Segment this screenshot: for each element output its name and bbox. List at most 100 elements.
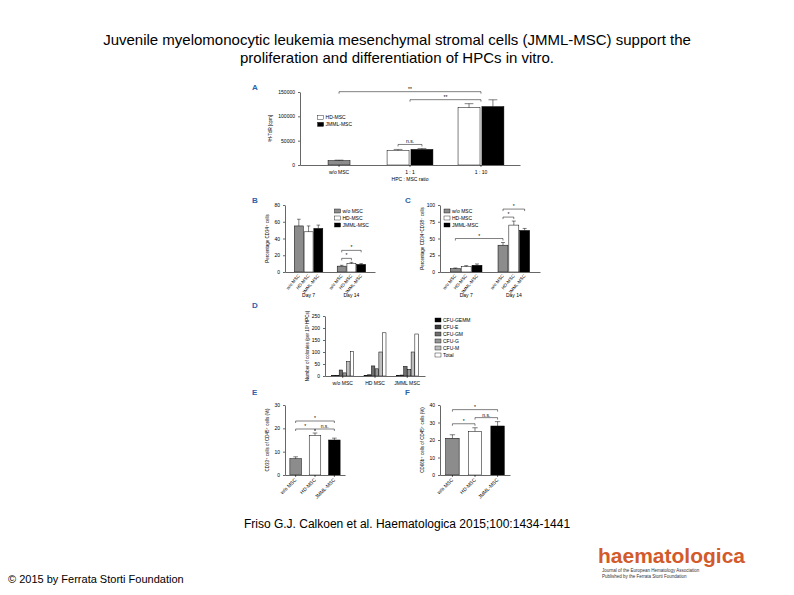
y-axis: 0102030 [274, 402, 285, 478]
panel-label: C [405, 196, 411, 205]
x-axis: w/o MSCHD-MSCJMML-MSC [279, 475, 345, 500]
plot-marks [328, 100, 504, 165]
significance-label: * [463, 418, 465, 424]
legend-swatch [435, 318, 441, 322]
y-tick: 150 [312, 337, 325, 343]
y-tick: 30 [429, 420, 440, 426]
y-tick: 40 [429, 402, 440, 408]
y-tick-mark [283, 239, 285, 240]
y-tick-mark [323, 352, 325, 353]
y-axis: 050100150200250 [312, 313, 326, 379]
x-tick: HD-MSC [459, 475, 478, 495]
y-tick: 20 [429, 437, 440, 443]
x-tick: HD-MSC [299, 475, 318, 495]
y-tick: 150000 [278, 89, 300, 95]
y-tick: 10 [429, 455, 440, 461]
y-tick: 50 [429, 236, 440, 242]
x-tick: 1 : 1 [405, 165, 415, 175]
legend-label: CFU-GEMM [443, 317, 471, 323]
bar [450, 269, 460, 272]
logo-subtitle: Journal of the European Hematology Assoc… [602, 568, 700, 573]
panel: A050000100000150000w/o MSC1 : 11 : 10³H-… [252, 83, 521, 182]
logo: haematologica [598, 544, 745, 567]
y-axis-title: CD33⁺ cells of CD45⁺ cells (%) [265, 408, 270, 471]
bar [458, 108, 480, 165]
panel: C0255075100w/o MSCHD-MSCJMML-MSCDay 7w/o… [405, 196, 541, 298]
x-tick-label: w/o MSC [279, 476, 298, 495]
error-bar [293, 457, 298, 459]
x-axis-line [286, 475, 346, 476]
slide-title: proliferation and differentiation of HPC… [240, 49, 554, 66]
y-tick-label: 80 [274, 202, 280, 208]
error-bar [475, 264, 479, 265]
group-label: Day 14 [344, 292, 360, 298]
error-bar [317, 225, 321, 228]
bar [347, 362, 350, 376]
legend-label: w/o MSC [452, 208, 473, 214]
panel-label: B [252, 196, 258, 205]
error-bar [453, 267, 457, 269]
y-tick-mark [283, 205, 285, 206]
y-tick-label: 30 [274, 402, 280, 408]
y-tick: 0 [277, 472, 285, 478]
bar [304, 232, 313, 272]
bar [335, 375, 338, 376]
y-tick-label: 10 [429, 455, 435, 461]
error-bar [359, 263, 363, 265]
legend-swatch [444, 216, 450, 220]
bar [332, 375, 335, 376]
y-tick: 100 [312, 349, 325, 355]
y-tick-label: 40 [429, 402, 435, 408]
plot-marks [290, 433, 340, 475]
x-axis: w/o MSCHD-MSCJMML-MSC [436, 475, 511, 500]
x-tick-label: HD-MSC [459, 476, 478, 495]
x-tick-label: w/o MSC [329, 169, 350, 175]
y-tick: 0 [432, 472, 440, 478]
significance-bracket [342, 258, 352, 260]
significance-bracket [503, 217, 514, 219]
x-axis-line [286, 272, 376, 273]
significance-label: n.s. [321, 423, 329, 429]
x-axis-title: HPC : MSC ratio [392, 176, 429, 182]
x-tick-label: JMML-MSC [313, 476, 336, 499]
bar [364, 375, 367, 376]
bar [375, 369, 378, 376]
y-tick-mark [323, 376, 325, 377]
error-bar [418, 148, 427, 150]
y-axis-line [440, 406, 441, 476]
x-tick-label: 1 : 10 [475, 169, 488, 175]
y-axis-line [440, 206, 441, 273]
legend-label: CFU-G [443, 338, 459, 344]
y-tick: 100000 [278, 113, 300, 119]
plot-marks [450, 221, 529, 272]
bar [468, 431, 481, 475]
x-tick-mark [375, 376, 376, 378]
y-tick-label: 50 [429, 236, 435, 242]
y-tick-label: 30 [429, 420, 435, 426]
plot-marks [332, 333, 419, 376]
bar [482, 107, 504, 165]
legend-label: CFU-GM [443, 331, 463, 337]
x-axis-line [441, 272, 541, 273]
x-tick: HD MSC [365, 376, 385, 386]
x-tick: JMML MSC [394, 376, 420, 386]
bar [411, 149, 433, 165]
panel: F010203040w/o MSCHD-MSCJMML-MSCCD66b⁺ ce… [405, 388, 511, 500]
y-tick-label: 200 [312, 325, 321, 331]
panel: B020406080w/o MSCHD-MSCJMML-MSCDay 7w/o … [252, 196, 376, 298]
significance-label: * [478, 233, 480, 239]
y-tick-label: 150000 [278, 89, 295, 95]
group-label: Day 14 [506, 292, 522, 298]
error-bar [495, 422, 500, 426]
bar [343, 373, 346, 376]
slide: Juvenile myelomonocytic leukemia mesench… [0, 0, 794, 595]
y-tick: 0 [277, 269, 285, 275]
slide-title: Juvenile myelomonocytic leukemia mesench… [103, 31, 691, 48]
legend-swatch [444, 223, 450, 227]
significance-bracket [503, 209, 525, 211]
bar [309, 435, 321, 475]
y-tick-label: 0 [292, 162, 295, 168]
y-tick-label: 100 [312, 349, 321, 355]
y-tick: 0 [432, 269, 440, 275]
y-tick-mark [438, 423, 440, 424]
